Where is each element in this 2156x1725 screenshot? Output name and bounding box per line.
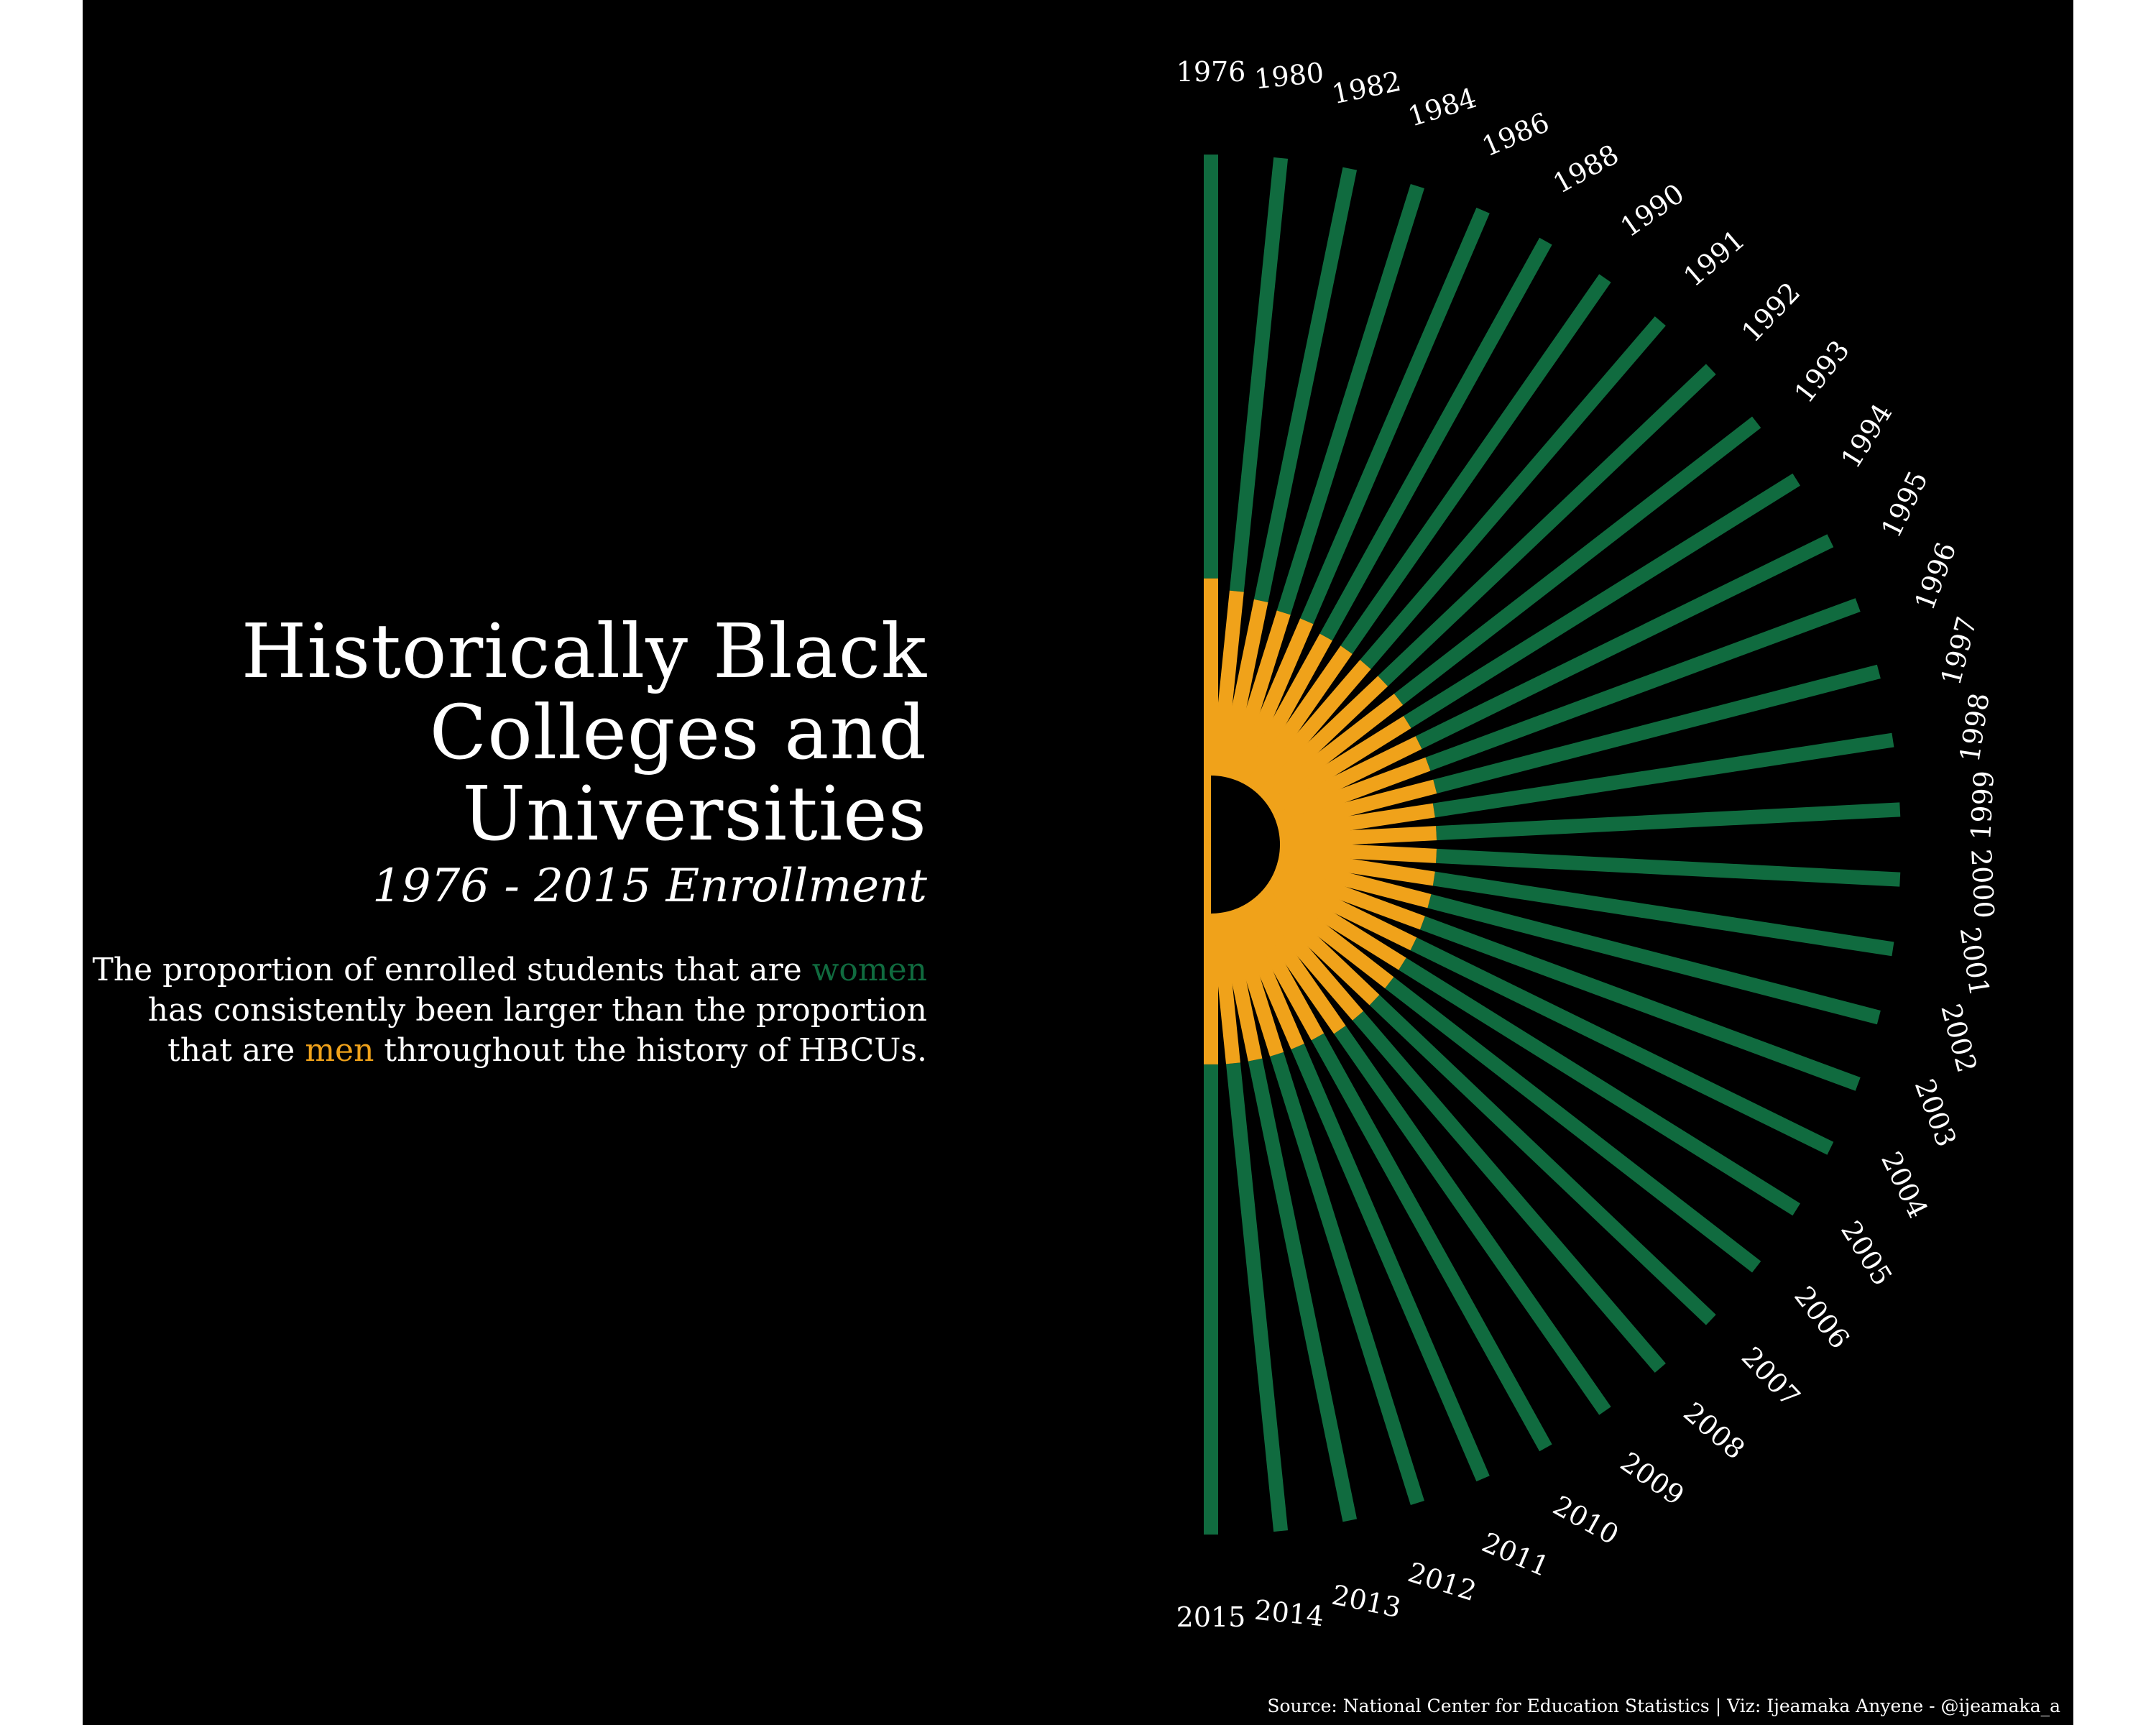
bar-women-2004 [1410,937,1834,1155]
description-line-2: has consistently been larger than the pr… [147,992,927,1029]
year-label-2005: 2005 [1835,1215,1899,1291]
bar-women-1997 [1433,664,1881,794]
year-label-1991: 1991 [1677,224,1751,293]
bar-women-2006 [1385,977,1761,1273]
year-label-1995: 1995 [1875,466,1934,542]
bar-women-2007 [1369,995,1716,1325]
chart-title-line-1: Historically Black [241,607,927,695]
bar-women-2014 [1225,1062,1289,1532]
center-hole [1211,776,1280,914]
bar-women-2008 [1352,1011,1666,1373]
bar-women-2002 [1427,894,1881,1025]
bar-women-1994 [1403,473,1800,729]
bar-women-1993 [1393,416,1761,705]
bar-women-1982 [1253,167,1358,602]
description-line-3: that are men throughout the history of H… [92,1031,927,1071]
women-highlight: women [811,952,927,988]
source-credit: Source: National Center for Education St… [1267,1696,2060,1716]
bar-women-2009 [1334,1025,1611,1415]
year-label-1997: 1997 [1935,613,1983,689]
year-label-2012: 2012 [1404,1556,1480,1607]
year-label-1982: 1982 [1330,65,1404,111]
year-label-1980: 1980 [1253,57,1325,96]
bar-women-2001 [1432,871,1894,957]
description-text: throughout the history of HBCUs. [374,1032,927,1069]
year-label-2002: 2002 [1935,1000,1983,1076]
bar-women-2003 [1419,916,1861,1091]
bar-women-2005 [1399,957,1800,1216]
bar-women-2012 [1270,1052,1424,1505]
year-label-1988: 1988 [1548,138,1624,199]
chart-description: The proportion of enrolled students that… [92,950,927,1071]
bar-women-1992 [1378,364,1716,686]
bar-women-1980 [1229,157,1289,592]
chart-title-line-3: Universities [462,770,927,857]
year-label-1990: 1990 [1615,178,1690,243]
bar-women-1990 [1340,274,1611,654]
chart-panel: 1976 1980 1982 1984 1986 1988 1990 1991 1992 1993… [83,0,2073,1725]
year-label-2015: 2015 [1176,1601,1246,1633]
title-block: Historically Black Colleges and Universi… [241,611,927,915]
year-label-2006: 2006 [1788,1280,1856,1354]
description-line-1: The proportion of enrolled students that… [92,950,927,990]
year-label-1992: 1992 [1736,276,1807,348]
bar-women-2013 [1248,1058,1358,1522]
bar-women-1999 [1436,802,1901,841]
year-label-1998: 1998 [1954,691,1996,764]
year-label-2009: 2009 [1615,1446,1690,1512]
bar-women-2011 [1291,1044,1490,1482]
bar-women-1986 [1300,207,1490,625]
description-text: that are [167,1032,305,1069]
bar-women-1988 [1319,237,1552,641]
description-text: The proportion of enrolled students that… [92,952,812,988]
bar-women-1991 [1360,316,1666,670]
radial-bar-chart: 1976 1980 1982 1984198619881990199119921993… [1176,56,2000,1633]
bar-women-1984 [1276,184,1424,615]
year-label-1993: 1993 [1788,334,1856,408]
year-label-2001: 2001 [1954,925,1996,998]
year-label-2004: 2004 [1875,1146,1934,1223]
bar-women-1995 [1415,534,1834,750]
year-label-1994: 1994 [1835,398,1899,474]
year-label-2011: 2011 [1478,1527,1554,1583]
chart-subtitle: 1976 - 2015 Enrollment [372,860,927,913]
chart-title-line-2: Colleges and [429,689,927,776]
year-label-1976: 1976 [1176,56,1246,88]
year-label-1986: 1986 [1478,106,1554,163]
year-label-2007: 2007 [1736,1340,1807,1412]
bar-women-2010 [1311,1033,1552,1452]
bar-women-1998 [1432,732,1894,818]
bar-women-2000 [1436,848,1901,887]
year-label-1999: 1999 [1965,770,2000,841]
men-highlight: men [305,1032,374,1069]
year-label-2008: 2008 [1677,1396,1751,1465]
year-label-2013: 2013 [1330,1579,1404,1624]
year-label-1996: 1996 [1909,538,1963,615]
bar-women-1996 [1425,598,1861,771]
year-label-2014: 2014 [1253,1594,1325,1633]
year-label-2003: 2003 [1909,1075,1963,1151]
year-label-2000: 2000 [1965,848,2000,919]
year-label-2010: 2010 [1548,1489,1624,1550]
year-label-1984: 1984 [1404,82,1480,133]
